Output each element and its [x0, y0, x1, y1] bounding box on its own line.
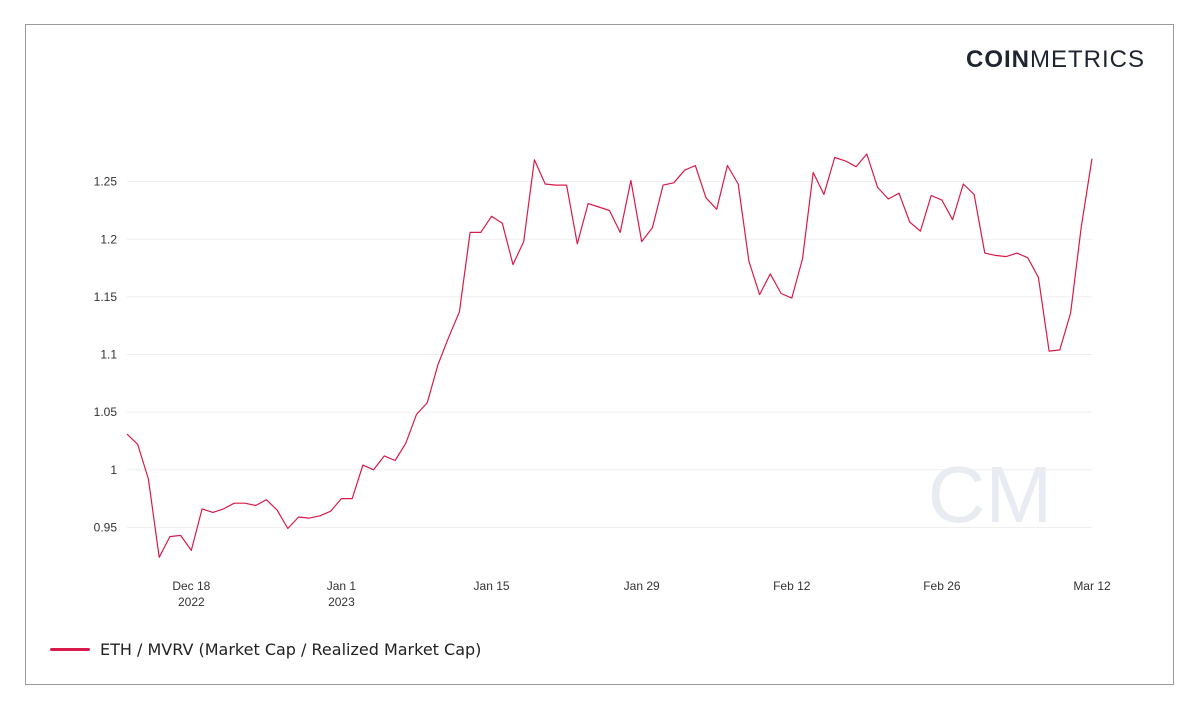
y-tick-label: 1 — [110, 463, 117, 477]
x-tick-year-label: 2022 — [178, 595, 205, 609]
series-line-eth-mvrv[interactable] — [126, 153, 1093, 558]
series-group — [126, 153, 1093, 558]
x-tick-label: Feb 26 — [923, 579, 961, 593]
x-tick-label: Feb 12 — [773, 579, 811, 593]
grid-lines — [127, 181, 1092, 528]
x-axis-ticks: Dec 18 2022 Jan 1 2023 Jan 15 Jan 29 Feb 12 Feb… — [172, 579, 1111, 609]
legend-label: ETH / MVRV (Market Cap / Realized Market… — [100, 640, 482, 659]
x-tick-label: Mar 12 — [1073, 579, 1111, 593]
logo-part-metrics: METRICS — [1030, 46, 1145, 73]
x-tick-label: Jan 1 — [327, 579, 357, 593]
y-tick-label: 0.95 — [94, 520, 118, 534]
x-tick-label: Jan 29 — [624, 579, 660, 593]
y-tick-label: 1.25 — [94, 175, 118, 189]
y-tick-label: 1.1 — [100, 348, 117, 362]
logo-part-coin: COIN — [966, 46, 1030, 73]
y-tick-label: 1.05 — [94, 405, 118, 419]
x-tick-label: Jan 15 — [474, 579, 510, 593]
legend-swatch — [50, 648, 90, 651]
coinmetrics-logo: COINMETRICS — [966, 46, 1145, 74]
watermark-text: CM — [928, 450, 1052, 539]
cm-watermark-logo: CM — [928, 450, 1052, 539]
legend[interactable]: ETH / MVRV (Market Cap / Realized Market… — [50, 640, 481, 659]
y-tick-label: 1.15 — [94, 290, 118, 304]
y-axis-ticks: 0.95 1 1.05 1.1 1.15 1.2 1.25 — [94, 175, 118, 535]
x-tick-year-label: 2023 — [328, 595, 355, 609]
x-tick-label: Dec 18 — [172, 579, 210, 593]
y-tick-label: 1.2 — [100, 232, 117, 246]
